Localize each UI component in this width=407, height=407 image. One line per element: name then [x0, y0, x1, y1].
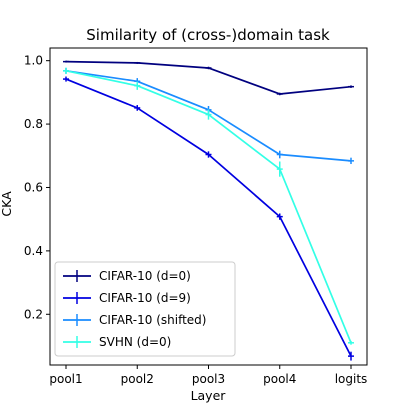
chart-title: Similarity of (cross-)domain task	[86, 26, 330, 44]
x-tick-label-3: pool4	[263, 372, 296, 386]
x-tick-label-2: pool3	[192, 372, 225, 386]
y-tick-label-4: 1.0	[24, 54, 43, 68]
y-tick-label-3: 0.8	[24, 117, 43, 131]
plot-area: pool1 pool2 pool3 pool4 logits 0.2 0.4 0.6 0.8 1.…	[24, 47, 368, 386]
legend-label-2: CIFAR-10 (shifted)	[99, 313, 206, 327]
legend-label-1: CIFAR-10 (d=9)	[99, 291, 191, 305]
x-axis-label: Layer	[191, 388, 227, 403]
y-tick-label-1: 0.4	[24, 244, 43, 258]
x-tick-label-0: pool1	[49, 372, 82, 386]
y-tick-label-2: 0.6	[24, 180, 43, 194]
y-tick-label-0: 0.2	[24, 307, 43, 321]
y-axis-label: CKA	[0, 191, 14, 217]
x-tick-label-1: pool2	[121, 372, 154, 386]
legend-label-0: CIFAR-10 (d=0)	[99, 269, 191, 283]
x-tick-label-4: logits	[335, 372, 368, 386]
legend-label-3: SVHN (d=0)	[99, 335, 171, 349]
legend-box	[54, 261, 236, 357]
